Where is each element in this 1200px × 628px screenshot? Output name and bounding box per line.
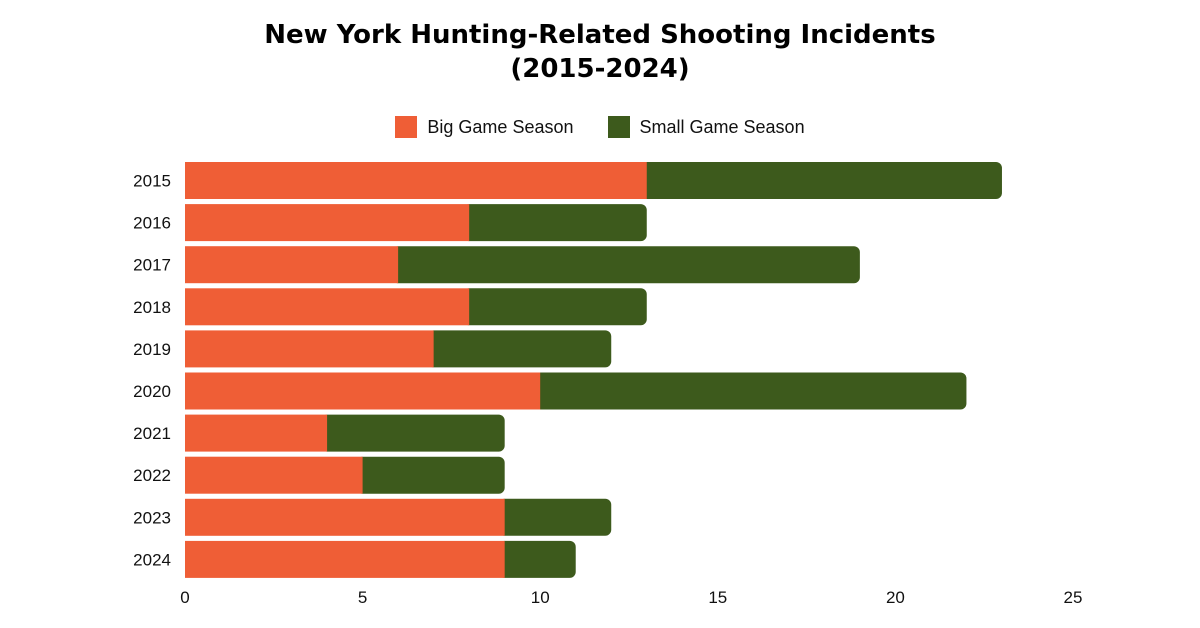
x-tick-label-5: 5 [358, 588, 367, 607]
bar-small-game-2017 [392, 246, 860, 283]
y-tick-label-2016: 2016 [133, 214, 171, 233]
bar-big-game-2018 [185, 288, 469, 325]
bar-big-game-2017 [185, 246, 398, 283]
x-tick-label-0: 0 [180, 588, 189, 607]
y-tick-label-2020: 2020 [133, 382, 171, 401]
y-tick-label-2018: 2018 [133, 298, 171, 317]
y-tick-label-2021: 2021 [133, 424, 171, 443]
bar-big-game-2024 [185, 541, 505, 578]
y-tick-label-2022: 2022 [133, 466, 171, 485]
x-tick-label-25: 25 [1064, 588, 1083, 607]
bar-small-game-2022 [357, 457, 505, 494]
bar-small-game-2021 [321, 415, 505, 452]
y-tick-label-2019: 2019 [133, 340, 171, 359]
x-tick-label-15: 15 [708, 588, 727, 607]
y-tick-label-2023: 2023 [133, 508, 171, 527]
bar-big-game-2021 [185, 415, 327, 452]
bar-small-game-2024 [499, 541, 576, 578]
bar-small-game-2023 [499, 499, 612, 536]
bar-big-game-2022 [185, 457, 363, 494]
bar-big-game-2019 [185, 330, 434, 367]
x-tick-label-10: 10 [531, 588, 550, 607]
x-tick-label-20: 20 [886, 588, 905, 607]
y-tick-label-2015: 2015 [133, 172, 171, 191]
bar-small-game-2015 [641, 162, 1002, 199]
bar-big-game-2023 [185, 499, 505, 536]
bar-big-game-2020 [185, 373, 540, 410]
y-tick-label-2017: 2017 [133, 256, 171, 275]
bar-big-game-2015 [185, 162, 647, 199]
bar-small-game-2018 [463, 288, 647, 325]
bar-small-game-2019 [428, 330, 612, 367]
y-tick-label-2024: 2024 [133, 550, 171, 569]
bar-small-game-2016 [463, 204, 647, 241]
bar-big-game-2016 [185, 204, 469, 241]
bar-small-game-2020 [534, 373, 966, 410]
